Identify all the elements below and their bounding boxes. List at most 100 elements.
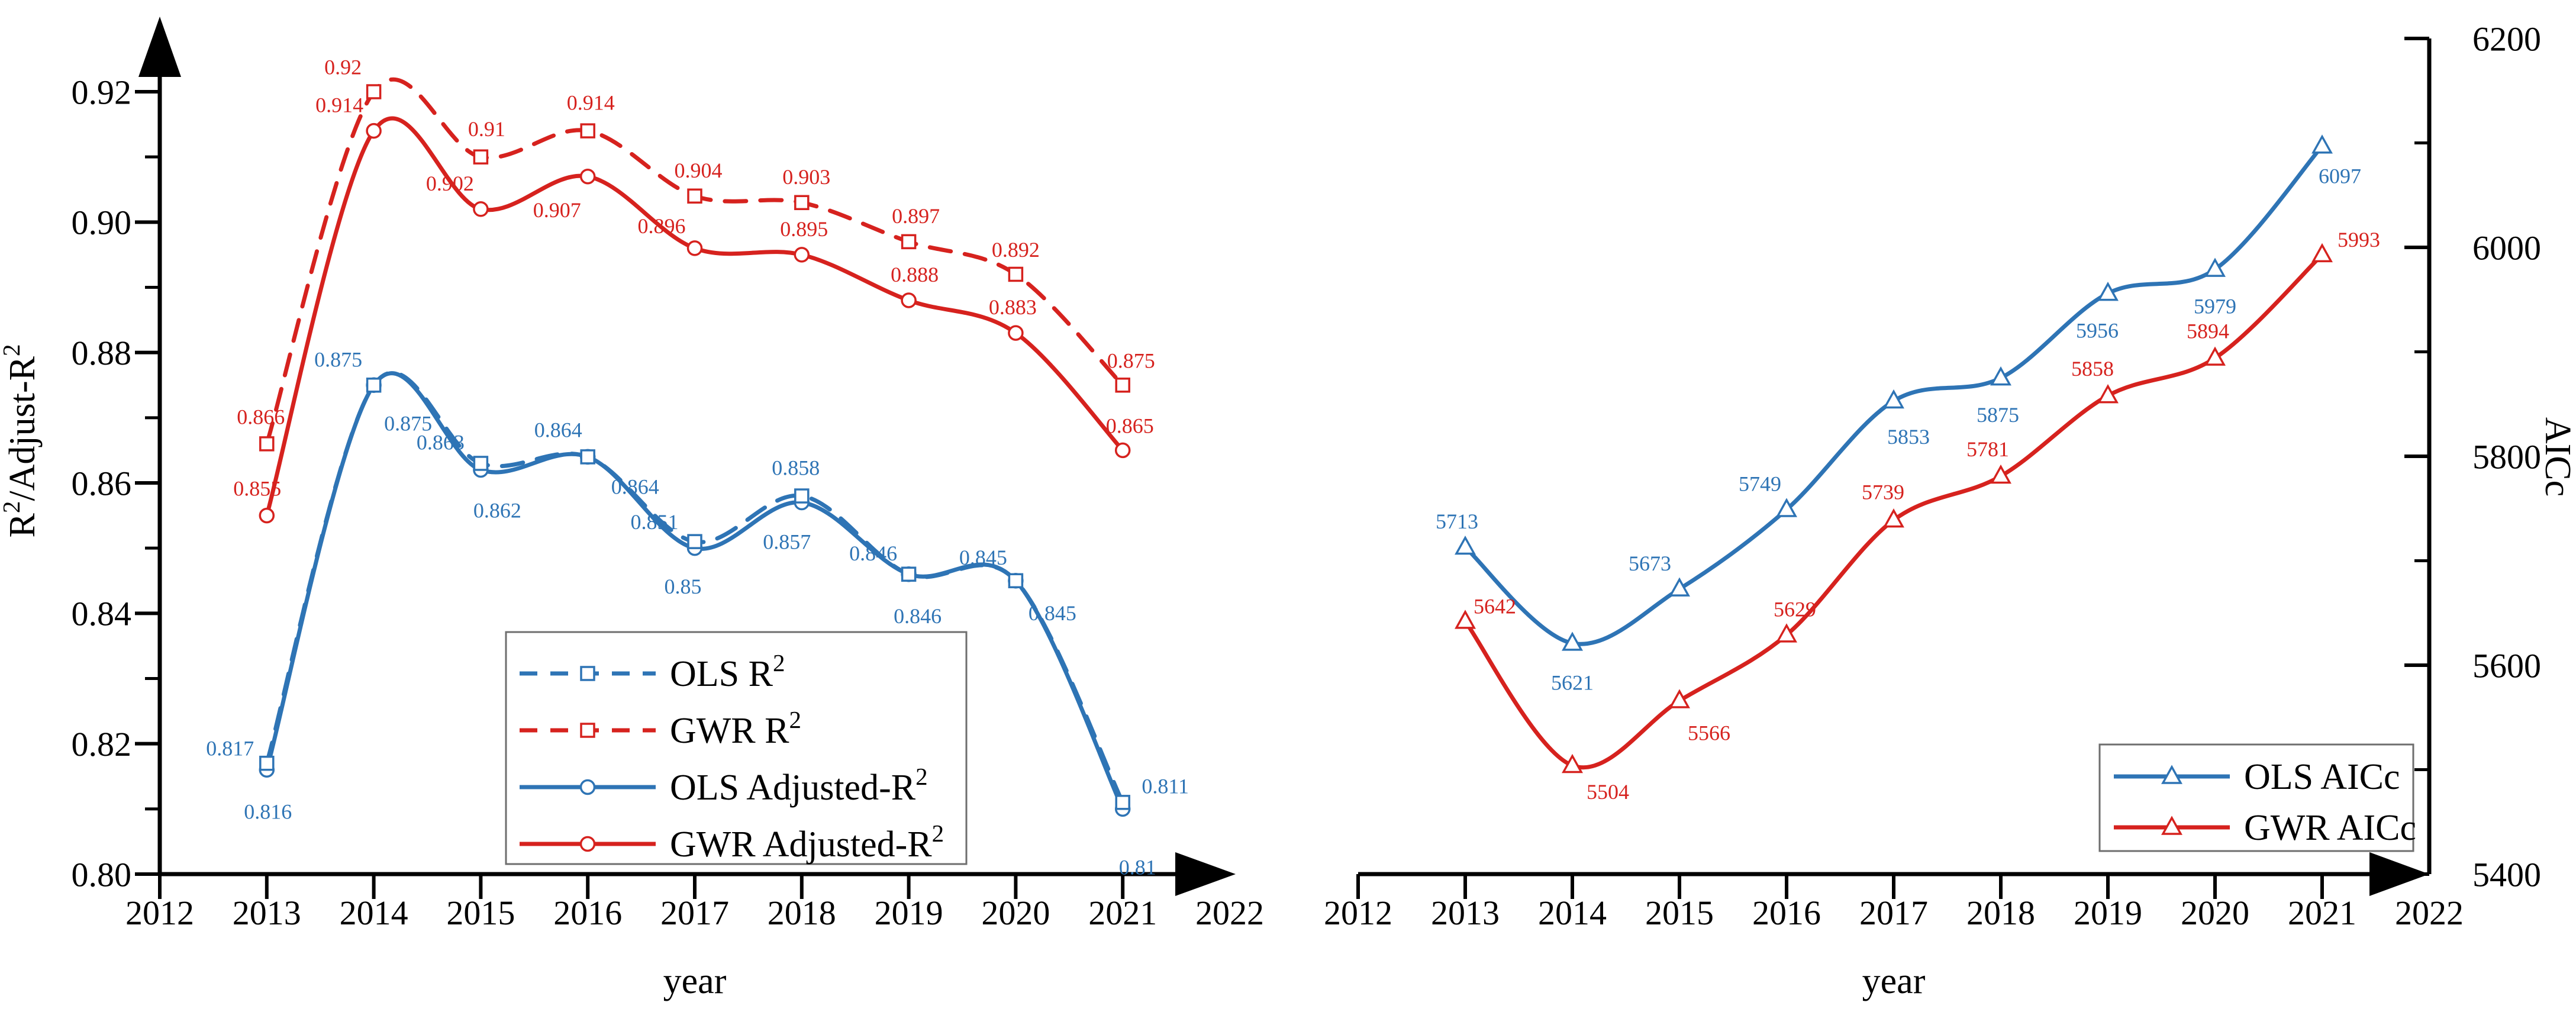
y-tick-label: 5800 (2472, 437, 2541, 476)
data-point-label: 5749 (1739, 472, 1781, 496)
triangle-marker-icon (2204, 346, 2226, 366)
data-point-label: 0.914 (315, 94, 363, 117)
data-point-label: 5566 (1688, 721, 1730, 745)
right-panel: 5400 5600 5800 6000 6200 2012 2013 2014 2015 2016… (1324, 20, 2576, 1001)
square-marker-icon (1008, 266, 1024, 282)
series-line (265, 116, 1125, 518)
x-tick-label: 2014 (340, 894, 408, 932)
triangle-marker-icon (1669, 689, 1690, 708)
x-axis-arrow-icon (2369, 852, 2429, 896)
x-axis-title: year (663, 961, 727, 1001)
square-marker-icon (901, 566, 917, 582)
x-tick-label: 2022 (2395, 894, 2464, 932)
square-marker-icon (794, 488, 810, 504)
square-marker-icon (366, 84, 382, 99)
x-tick-label: 2017 (1859, 894, 1928, 932)
data-point-label: 0.864 (534, 418, 582, 442)
data-point-label: 0.855 (233, 477, 281, 501)
data-point-label: 0.851 (631, 510, 679, 534)
legend-label: GWR Adjusted-R2 (670, 820, 944, 865)
circle-marker-icon (579, 836, 596, 852)
triangle-marker-icon (1776, 623, 1797, 643)
data-point-label: 0.863 (417, 431, 465, 455)
data-point-label: 0.888 (891, 263, 939, 286)
data-point-label: 0.845 (959, 546, 1007, 569)
data-labels-ols-aicc: 5713 5621 5673 5749 5853 5875 5956 5979 6097 (1436, 164, 2361, 694)
triangle-marker-icon (1455, 610, 1476, 629)
circle-marker-icon (794, 247, 810, 263)
x-tick-label: 2018 (768, 894, 836, 932)
legend-item: OLS Adjusted-R2 (520, 763, 928, 808)
data-point-label: 0.866 (237, 405, 285, 429)
x-axis-title: year (1862, 961, 1926, 1001)
square-marker-icon (580, 449, 595, 465)
data-point-label: 5739 (1862, 480, 1904, 504)
series-gwr-r- (259, 78, 1130, 452)
data-point-label: 0.864 (611, 475, 659, 499)
square-marker-icon (473, 149, 489, 165)
data-point-label: 0.875 (1107, 349, 1155, 372)
x-tick-label: 2013 (233, 894, 301, 932)
x-tick-label: 2018 (1966, 894, 2035, 932)
circle-marker-icon (259, 507, 275, 524)
y-tick-label: 5400 (2472, 855, 2541, 894)
data-labels-gwr-aicc: 5642 5504 5566 5629 5739 5781 5858 5894 5993 (1474, 228, 2380, 804)
data-point-label: 0.846 (849, 542, 897, 565)
y-axis-arrow-icon (138, 17, 181, 77)
data-labels-ols-adjusted-r-: 0.816 0.875 0.862 0.864 0.85 0.857 0.846 0.845 0… (244, 411, 1156, 879)
y-tick-label: 0.80 (72, 855, 132, 894)
data-point-label: 0.875 (384, 411, 432, 435)
x-axis-arrow-icon (1175, 852, 1236, 896)
legend-label: GWR R2 (670, 706, 801, 751)
square-marker-icon (687, 188, 702, 204)
data-point-label: 5629 (1774, 597, 1816, 621)
data-point-label: 0.91 (468, 117, 505, 141)
square-marker-icon (580, 123, 595, 138)
legend-right: OLS AICc GWR AICc (2098, 743, 2416, 852)
data-point-label: 0.857 (763, 530, 811, 554)
y-tick-label: 0.92 (72, 73, 132, 111)
circle-marker-icon (579, 168, 596, 185)
legend-item: OLS AICc (2114, 757, 2400, 797)
data-point-label: 0.846 (894, 604, 942, 628)
data-point-label: 0.817 (206, 736, 254, 760)
series-gwr-aicc (1455, 243, 2333, 773)
square-marker-icon (687, 534, 702, 549)
circle-marker-icon (579, 779, 596, 795)
legend-left: OLS R2 GWR R2 OLS Adjusted-R2 GWR Adjusted-… (505, 631, 968, 865)
square-marker-icon (794, 195, 810, 211)
circle-marker-icon (366, 123, 382, 139)
triangle-marker-icon (1883, 508, 1904, 528)
legend-label: GWR AICc (2244, 808, 2416, 848)
y-axis-title: R2/Adjust-R2 (0, 344, 43, 538)
square-marker-icon (1115, 795, 1130, 810)
triangle-marker-icon (2311, 134, 2333, 154)
data-point-label: 5979 (2194, 295, 2236, 318)
data-point-label: 0.907 (533, 198, 581, 222)
square-marker-icon (1115, 378, 1130, 393)
data-point-label: 0.845 (1029, 601, 1076, 625)
triangle-marker-icon (1883, 389, 1904, 409)
square-marker-icon (259, 436, 275, 452)
legend-box (2098, 743, 2414, 852)
data-point-label: 0.811 (1142, 774, 1189, 798)
data-point-label: 0.903 (782, 165, 830, 189)
series-line (265, 78, 1125, 446)
x-tick-label: 2019 (2074, 894, 2142, 932)
data-point-label: 0.816 (244, 800, 292, 823)
legend-label: OLS AICc (2244, 757, 2400, 797)
triangle-marker-icon (2204, 257, 2226, 277)
data-point-label: 5673 (1629, 552, 1671, 575)
x-tick-label: 2016 (1752, 894, 1821, 932)
square-marker-icon (1008, 573, 1024, 588)
data-point-label: 0.883 (989, 295, 1037, 319)
left-panel: 0.80 0.82 0.84 0.86 0.88 0.90 0.92 2012 2013 2014… (0, 17, 1264, 1001)
x-tick-label: 2020 (981, 894, 1050, 932)
x-tick-label: 2012 (1324, 894, 1392, 932)
x-tick-label: 2021 (2288, 894, 2356, 932)
x-tick-label: 2012 (125, 894, 194, 932)
series-ols-r- (259, 370, 1130, 810)
x-tick-label: 2015 (1645, 894, 1714, 932)
y-tick-label: 6000 (2472, 228, 2541, 267)
